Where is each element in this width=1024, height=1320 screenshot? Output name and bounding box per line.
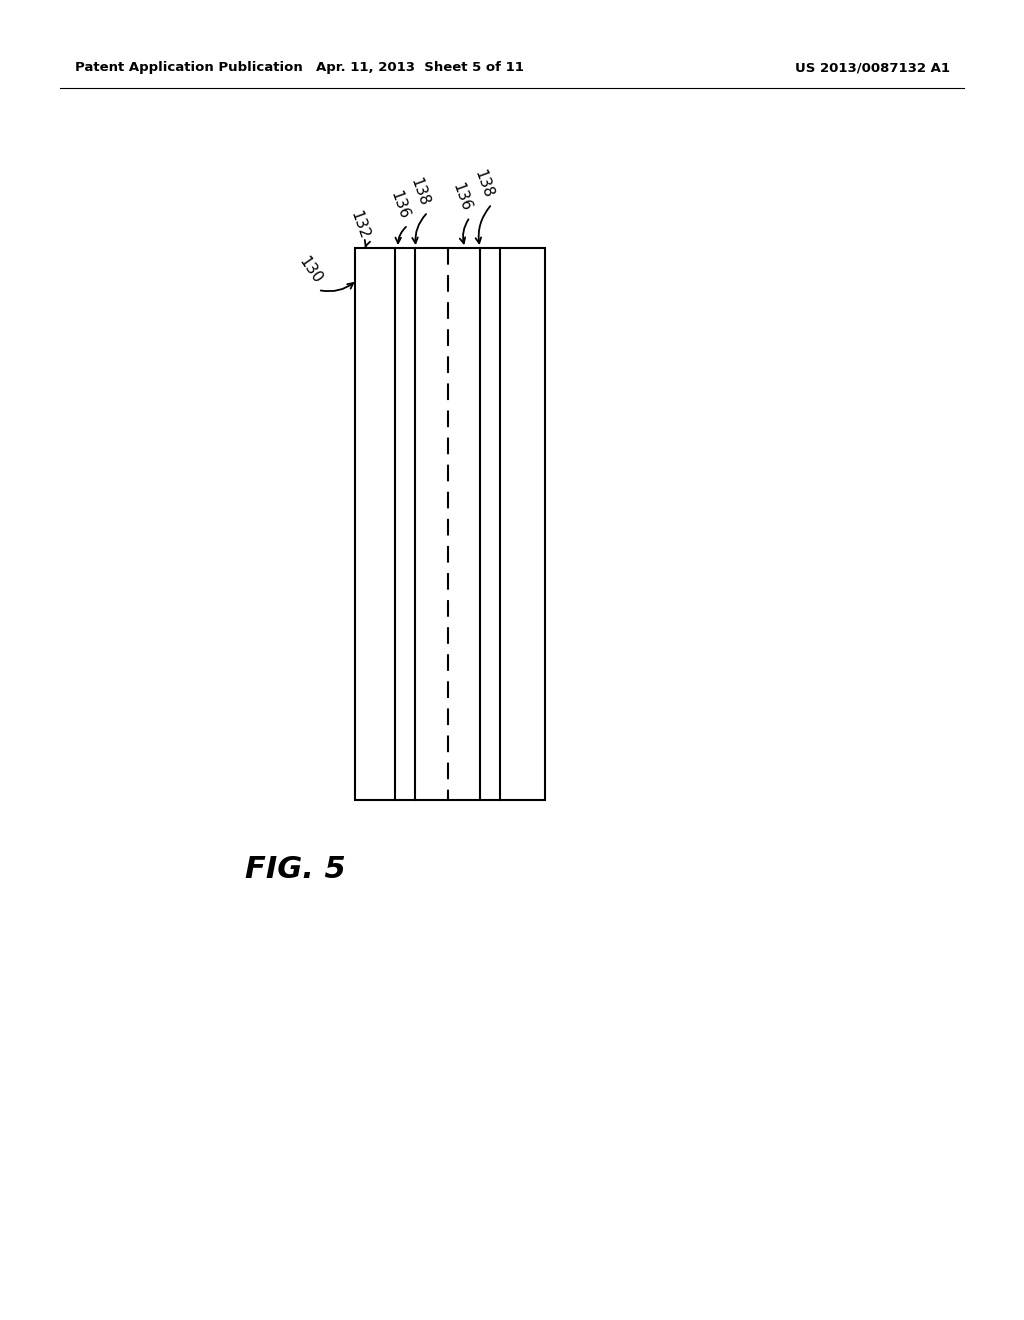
Text: 136: 136 xyxy=(450,181,474,214)
Text: 130: 130 xyxy=(296,253,325,286)
Bar xyxy=(355,248,545,800)
Text: Apr. 11, 2013  Sheet 5 of 11: Apr. 11, 2013 Sheet 5 of 11 xyxy=(316,62,524,74)
Text: 138: 138 xyxy=(472,168,496,201)
Text: 138: 138 xyxy=(408,176,432,209)
Text: 136: 136 xyxy=(388,189,412,222)
Text: Patent Application Publication: Patent Application Publication xyxy=(75,62,303,74)
Text: 132: 132 xyxy=(348,209,372,242)
Text: FIG. 5: FIG. 5 xyxy=(245,855,346,884)
Text: US 2013/0087132 A1: US 2013/0087132 A1 xyxy=(795,62,950,74)
